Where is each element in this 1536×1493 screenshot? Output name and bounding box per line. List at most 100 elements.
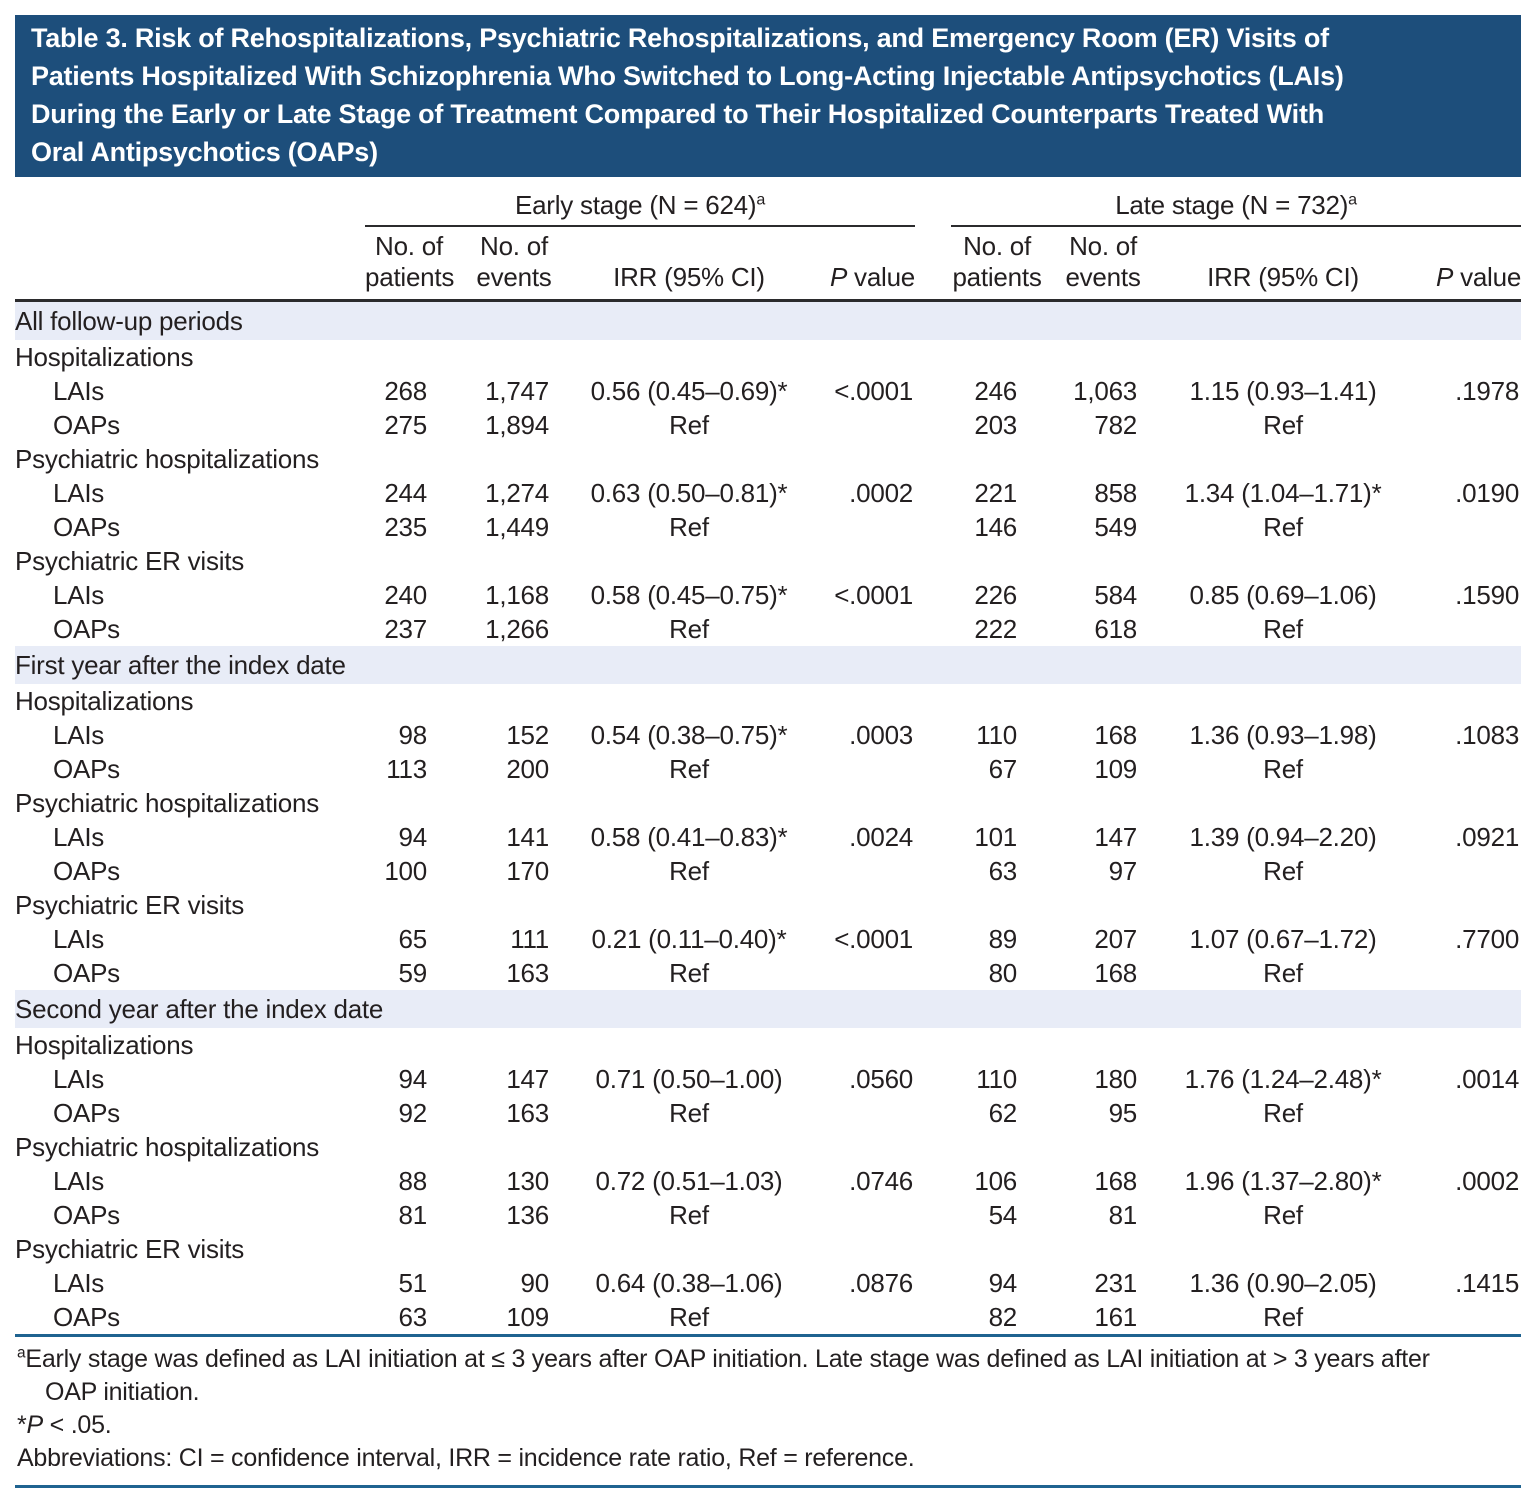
early-no-of-events: 163 (506, 1098, 549, 1128)
early-no-of-patients: 240 (384, 580, 427, 610)
treatment-label: OAPs (53, 1098, 120, 1128)
late-no-of-patients: 54 (988, 1200, 1018, 1230)
late-no-of-events: 147 (1094, 822, 1138, 852)
treatment-label: OAPs (53, 410, 120, 440)
early-irr-95ci: Ref (669, 754, 709, 784)
early-p-value (803, 1096, 915, 1130)
late-irr-95ci: Ref (1263, 1098, 1303, 1128)
early-no-of-patients: 65 (398, 924, 428, 954)
early-no-of-patients: 94 (398, 822, 428, 852)
outcome-group-row: Psychiatric ER visits (15, 888, 1521, 922)
early-irr-95ci: Ref (669, 614, 709, 644)
treatment-label: LAIs (53, 1064, 105, 1094)
table-row: LAIs 65 111 0.21 (0.11–0.40)* <.0001 89 207 1.0… (15, 922, 1521, 956)
treatment-label: OAPs (53, 1200, 120, 1230)
early-no-of-patients: 98 (398, 720, 428, 750)
early-p-value: .0876 (849, 1268, 914, 1298)
footnote-abbreviations: Abbreviations: CI = confidence interval,… (17, 1444, 915, 1472)
table-row: LAIs 244 1,274 0.63 (0.50–0.81)* .0002 221 858… (15, 476, 1521, 510)
column-gap (915, 956, 951, 990)
section-row: Second year after the index date (15, 990, 1522, 1028)
early-no-of-events: 1,266 (485, 614, 549, 644)
table-row: LAIs 94 147 0.71 (0.50–1.00) .0560 110 180 1.76… (15, 1062, 1521, 1096)
early-no-of-events: 1,168 (485, 580, 549, 610)
early-no-of-events: 90 (520, 1268, 550, 1298)
early-irr-95ci: Ref (669, 1098, 709, 1128)
table-row: OAPs 100 170 Ref 63 97 Ref (15, 854, 1521, 888)
late-no-of-patients: 106 (974, 1166, 1018, 1196)
table-row: OAPs 113 200 Ref 67 109 Ref (15, 752, 1521, 786)
early-p-value: .0560 (849, 1064, 914, 1094)
late-no-of-events: 584 (1094, 580, 1138, 610)
early-p-value (803, 612, 915, 646)
section-header: Second year after the index date (15, 990, 1522, 1028)
treatment-label: OAPs (53, 512, 120, 542)
late-no-of-patients: 110 (976, 1064, 1018, 1094)
outcome-group-row: Psychiatric ER visits (15, 544, 1521, 578)
table-row: OAPs 92 163 Ref 62 95 Ref (15, 1096, 1521, 1130)
early-no-of-patients: 244 (384, 478, 427, 508)
early-irr-95ci: 0.58 (0.45–0.75)* (590, 580, 788, 610)
early-irr-95ci: Ref (669, 512, 709, 542)
treatment-label: LAIs (53, 720, 105, 750)
early-no-of-patients: 275 (384, 410, 427, 440)
early-no-of-patients: 113 (386, 754, 427, 784)
column-header-row: No. of patients No. of events IRR (95% C… (15, 226, 1521, 302)
early-irr-95ci: 0.58 (0.41–0.83)* (590, 822, 788, 852)
late-no-of-patients: 226 (974, 580, 1018, 610)
late-no-of-events: 97 (1108, 856, 1138, 886)
late-p-value (1403, 510, 1521, 544)
col-header-late-pvalue: P value (1403, 226, 1521, 302)
table-row: LAIs 94 141 0.58 (0.41–0.83)* .0024 101 147 1.3… (15, 820, 1521, 854)
treatment-label: LAIs (53, 580, 105, 610)
footnote-significance: *P < .05. (17, 1411, 112, 1439)
column-gap (915, 820, 951, 854)
early-p-value (803, 408, 915, 442)
table-row: OAPs 235 1,449 Ref 146 549 Ref (15, 510, 1521, 544)
late-irr-95ci: 0.85 (0.69–1.06) (1189, 580, 1377, 610)
late-no-of-events: 858 (1094, 478, 1138, 508)
early-p-value: .0003 (849, 720, 914, 750)
early-no-of-events: 163 (506, 958, 549, 988)
table-row: LAIs 51 90 0.64 (0.38–1.06) .0876 94 231 1.36 (… (15, 1266, 1521, 1300)
treatment-label: LAIs (53, 1166, 105, 1196)
outcome-group-row: Psychiatric hospitalizations (15, 786, 1521, 820)
late-no-of-patients: 221 (974, 478, 1018, 508)
late-no-of-patients: 62 (988, 1098, 1018, 1128)
late-no-of-events: 95 (1108, 1098, 1138, 1128)
outcome-category-label: Hospitalizations (15, 1030, 194, 1060)
table-row: OAPs 81 136 Ref 54 81 Ref (15, 1198, 1521, 1232)
late-no-of-events: 161 (1094, 1302, 1138, 1332)
early-no-of-events: 200 (506, 754, 549, 784)
section-row: All follow-up periods (15, 300, 1522, 340)
late-no-of-patients: 246 (974, 376, 1018, 406)
column-gap (915, 1164, 951, 1198)
treatment-label: OAPs (53, 856, 120, 886)
column-gap (915, 1096, 951, 1130)
outcome-category-label: Psychiatric ER visits (15, 546, 244, 576)
column-gap (915, 578, 951, 612)
col-header-early-pvalue: P value (803, 226, 915, 302)
treatment-label: OAPs (53, 614, 120, 644)
late-no-of-patients: 67 (988, 754, 1018, 784)
row-label-column-header (15, 226, 365, 302)
col-header-late-events: No. of events (1043, 226, 1164, 302)
early-no-of-events: 1,449 (485, 512, 549, 542)
late-p-value: .7700 (1455, 924, 1520, 954)
early-no-of-patients: 92 (398, 1098, 428, 1128)
early-no-of-events: 170 (506, 856, 549, 886)
late-no-of-events: 1,063 (1073, 376, 1138, 406)
late-irr-95ci: Ref (1263, 856, 1303, 886)
early-p-value (803, 1198, 915, 1232)
section-header: All follow-up periods (15, 300, 1522, 340)
late-no-of-patients: 94 (988, 1268, 1018, 1298)
column-gap (915, 854, 951, 888)
late-p-value: .1415 (1455, 1268, 1520, 1298)
early-no-of-events: 1,894 (485, 410, 549, 440)
late-no-of-events: 782 (1094, 410, 1138, 440)
late-p-value (1403, 1198, 1521, 1232)
footnote-a-marker: a (1348, 190, 1357, 209)
table-row: LAIs 268 1,747 0.56 (0.45–0.69)* <.0001 246 1,… (15, 374, 1521, 408)
early-irr-95ci: 0.56 (0.45–0.69)* (590, 376, 788, 406)
column-gap (915, 1266, 951, 1300)
